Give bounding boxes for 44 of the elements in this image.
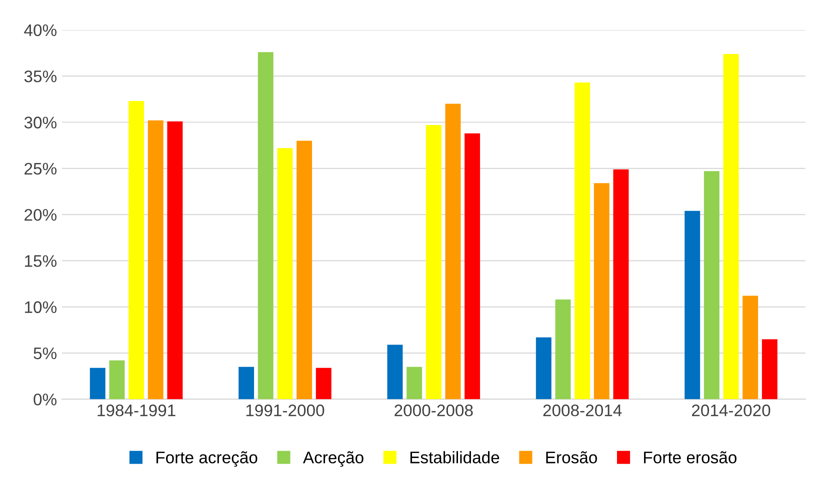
y-tick-label: 40% (24, 24, 56, 36)
bar (109, 360, 125, 400)
bar (684, 210, 700, 400)
bar (128, 101, 144, 400)
bar (387, 344, 403, 400)
legend-label: Erosão (546, 451, 597, 464)
bar (704, 171, 720, 400)
bar (555, 300, 571, 400)
bar (723, 54, 739, 400)
legend-label: Forte erosão (644, 451, 736, 464)
x-tick-label: 1991-2000 (246, 404, 324, 416)
bar (296, 140, 312, 400)
bar (426, 125, 442, 400)
y-tick-label: 5% (34, 348, 56, 360)
legend-label: Estabilidade (410, 451, 500, 464)
x-tick-label: 1984-1991 (98, 404, 176, 416)
x-tick-label: 2014-2020 (692, 404, 770, 416)
y-tick-label: 25% (24, 162, 56, 175)
y-tick-label: 30% (24, 116, 56, 128)
bar (574, 82, 590, 400)
bar (90, 368, 106, 400)
bar (148, 120, 164, 400)
bar (594, 183, 610, 400)
bar (742, 296, 758, 400)
bar (613, 169, 629, 400)
bar (258, 52, 274, 400)
bar (762, 339, 778, 400)
y-tick-label: 35% (24, 70, 56, 82)
y-tick-label: 10% (25, 301, 56, 314)
legend-label: Forte acreção (156, 451, 258, 467)
y-tick-label: 15% (25, 255, 56, 267)
y-tick-label: 20% (24, 208, 56, 221)
y-tick-label: 0% (34, 394, 56, 406)
x-tick-label: 2008-2014 (543, 404, 622, 416)
bar (238, 366, 254, 400)
bar (445, 104, 461, 400)
bar (277, 148, 293, 400)
bar (464, 133, 480, 400)
bar (316, 368, 332, 400)
x-tick-label: 2000-2008 (394, 404, 473, 416)
bar (167, 121, 183, 400)
bar (406, 366, 422, 400)
bar (536, 337, 552, 400)
legend-label: Acreção (302, 451, 364, 467)
